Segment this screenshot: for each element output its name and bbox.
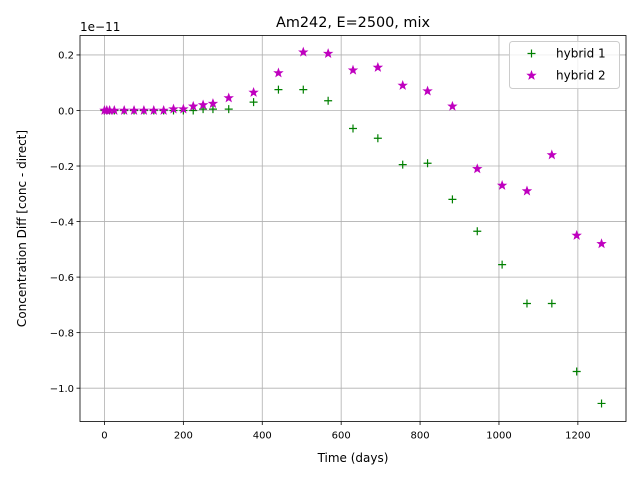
legend-box — [509, 41, 620, 89]
hybrid-2-point — [273, 67, 284, 78]
legend-marker-hybrid-1 — [527, 49, 536, 58]
hybrid-2-point — [158, 105, 169, 115]
legend-marker-hybrid-2 — [526, 70, 537, 80]
hybrid-2-point — [347, 64, 359, 75]
hybrid-1-point — [423, 159, 432, 168]
hybrid-2-point — [322, 48, 334, 58]
hybrid-2-point — [571, 229, 582, 240]
hybrid-2-point — [248, 86, 259, 97]
hybrid-1-point — [473, 227, 482, 236]
x-tick-label: 200 — [174, 431, 193, 442]
legend-label-hybrid-1: hybrid 1 — [556, 47, 606, 61]
hybrid-1-point — [373, 134, 382, 143]
hybrid-2-point — [138, 105, 150, 115]
x-tick-label: 0 — [101, 431, 107, 442]
x-tick-label: 1000 — [486, 431, 511, 442]
hybrid-2-point — [118, 105, 130, 115]
hybrid-2-point — [178, 103, 189, 114]
hybrid-2-point — [546, 149, 558, 160]
legend: hybrid 1 hybrid 2 — [509, 41, 620, 89]
hybrid-2-point — [168, 103, 179, 114]
x-tick-label: 800 — [411, 431, 430, 442]
y-tick-label: −0.6 — [50, 273, 74, 284]
plot-frame — [79, 35, 627, 422]
hybrid-2-point — [521, 185, 533, 196]
x-tick-label: 400 — [253, 431, 272, 442]
hybrid-2-point — [422, 85, 433, 96]
y-tick-label: −0.2 — [50, 162, 74, 173]
hybrid-2-point — [298, 46, 309, 57]
hybrid-1-point — [208, 105, 217, 114]
y-axis-label: Concentration Diff [conc - direct] — [15, 130, 29, 327]
hybrid-1-point — [324, 96, 333, 105]
x-tick-label: 1200 — [565, 431, 590, 442]
hybrid-2-point — [496, 179, 508, 190]
hybrid-2-point — [109, 105, 120, 115]
y-tick-label: 0.0 — [58, 106, 74, 117]
hybrid-2-point — [472, 163, 483, 174]
hybrid-2-point — [223, 92, 234, 103]
hybrid-1-point — [448, 195, 457, 204]
hybrid-2-point — [397, 80, 408, 90]
hybrid-1-point — [349, 124, 357, 133]
hybrid-1-point — [249, 98, 258, 107]
hybrid-1-point — [398, 160, 407, 169]
chart-title: Am242, E=2500, mix — [276, 15, 430, 31]
y-offset-text: 1e−11 — [80, 20, 120, 34]
hybrid-2-point — [372, 61, 384, 72]
axis-ticks: 0 200 400 600 800 1000 1200 0.2 0.0 −0.2 −0.4 −0.6 −… — [50, 51, 591, 442]
x-axis-label: Time (days) — [317, 451, 389, 465]
hybrid-1-point — [224, 105, 233, 114]
hybrid-2-point — [596, 238, 607, 249]
hybrid-2-point — [148, 105, 159, 115]
hybrid-2-point — [197, 99, 209, 110]
hybrid-1-point — [299, 85, 308, 94]
hybrid-1-point — [597, 399, 606, 408]
x-tick-label: 600 — [332, 431, 351, 442]
hybrid-2-point — [128, 105, 140, 115]
y-tick-label: −1.0 — [50, 384, 74, 395]
y-tick-label: −0.4 — [50, 217, 74, 228]
hybrid-1-point — [274, 85, 283, 94]
hybrid-1-point — [522, 299, 531, 308]
hybrid-1-point — [572, 367, 581, 376]
hybrid-2-point — [447, 100, 458, 111]
hybrid-2-point — [188, 100, 199, 111]
hybrid-2-point — [207, 98, 219, 108]
legend-label-hybrid-2: hybrid 2 — [556, 69, 606, 83]
hybrid-1-point — [547, 299, 556, 308]
y-tick-label: −0.8 — [50, 328, 74, 339]
y-tick-label: 0.2 — [58, 51, 74, 62]
hybrid-1-point — [498, 260, 507, 269]
data-markers — [99, 46, 607, 408]
